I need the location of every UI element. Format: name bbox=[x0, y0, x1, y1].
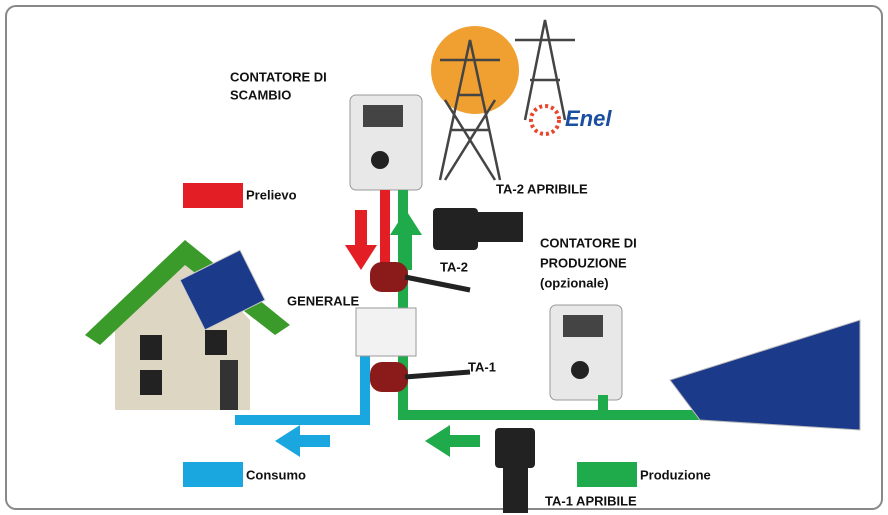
label: Produzione bbox=[640, 467, 711, 482]
meter-scambio bbox=[350, 95, 422, 190]
diagram: Enel CONTAT bbox=[0, 0, 888, 515]
label: Prelievo bbox=[246, 187, 297, 202]
ta1-clamp bbox=[370, 362, 408, 392]
line-consumo bbox=[235, 415, 370, 425]
label: CONTATORE DI bbox=[230, 69, 327, 84]
label: CONTATORE DI bbox=[540, 235, 637, 250]
label: SCAMBIO bbox=[230, 87, 291, 102]
label: TA-2 bbox=[440, 259, 468, 274]
label: TA-2 APRIBILE bbox=[496, 181, 588, 196]
legend-produzione bbox=[577, 462, 637, 487]
ta2-apribile bbox=[433, 208, 478, 250]
legend-prelievo bbox=[183, 183, 243, 208]
label: TA-1 bbox=[468, 359, 496, 374]
label: TA-1 APRIBILE bbox=[545, 493, 637, 508]
label: GENERALE bbox=[287, 293, 360, 308]
line-consumo-down bbox=[360, 350, 370, 425]
legend-consumo bbox=[183, 462, 243, 487]
ta1-apribile-body bbox=[503, 468, 528, 513]
line-prelievo bbox=[380, 190, 390, 270]
meter-produzione bbox=[550, 305, 622, 400]
ta2-apribile-body bbox=[478, 212, 523, 242]
label: PRODUZIONE bbox=[540, 255, 627, 270]
ta1-apribile bbox=[495, 428, 535, 468]
quadro-generale bbox=[356, 308, 416, 356]
ta2-clamp bbox=[370, 262, 408, 292]
label: Consumo bbox=[246, 467, 306, 482]
line-meter-prod bbox=[598, 395, 608, 415]
enel-text: Enel bbox=[565, 106, 612, 131]
label: (opzionale) bbox=[540, 275, 609, 290]
